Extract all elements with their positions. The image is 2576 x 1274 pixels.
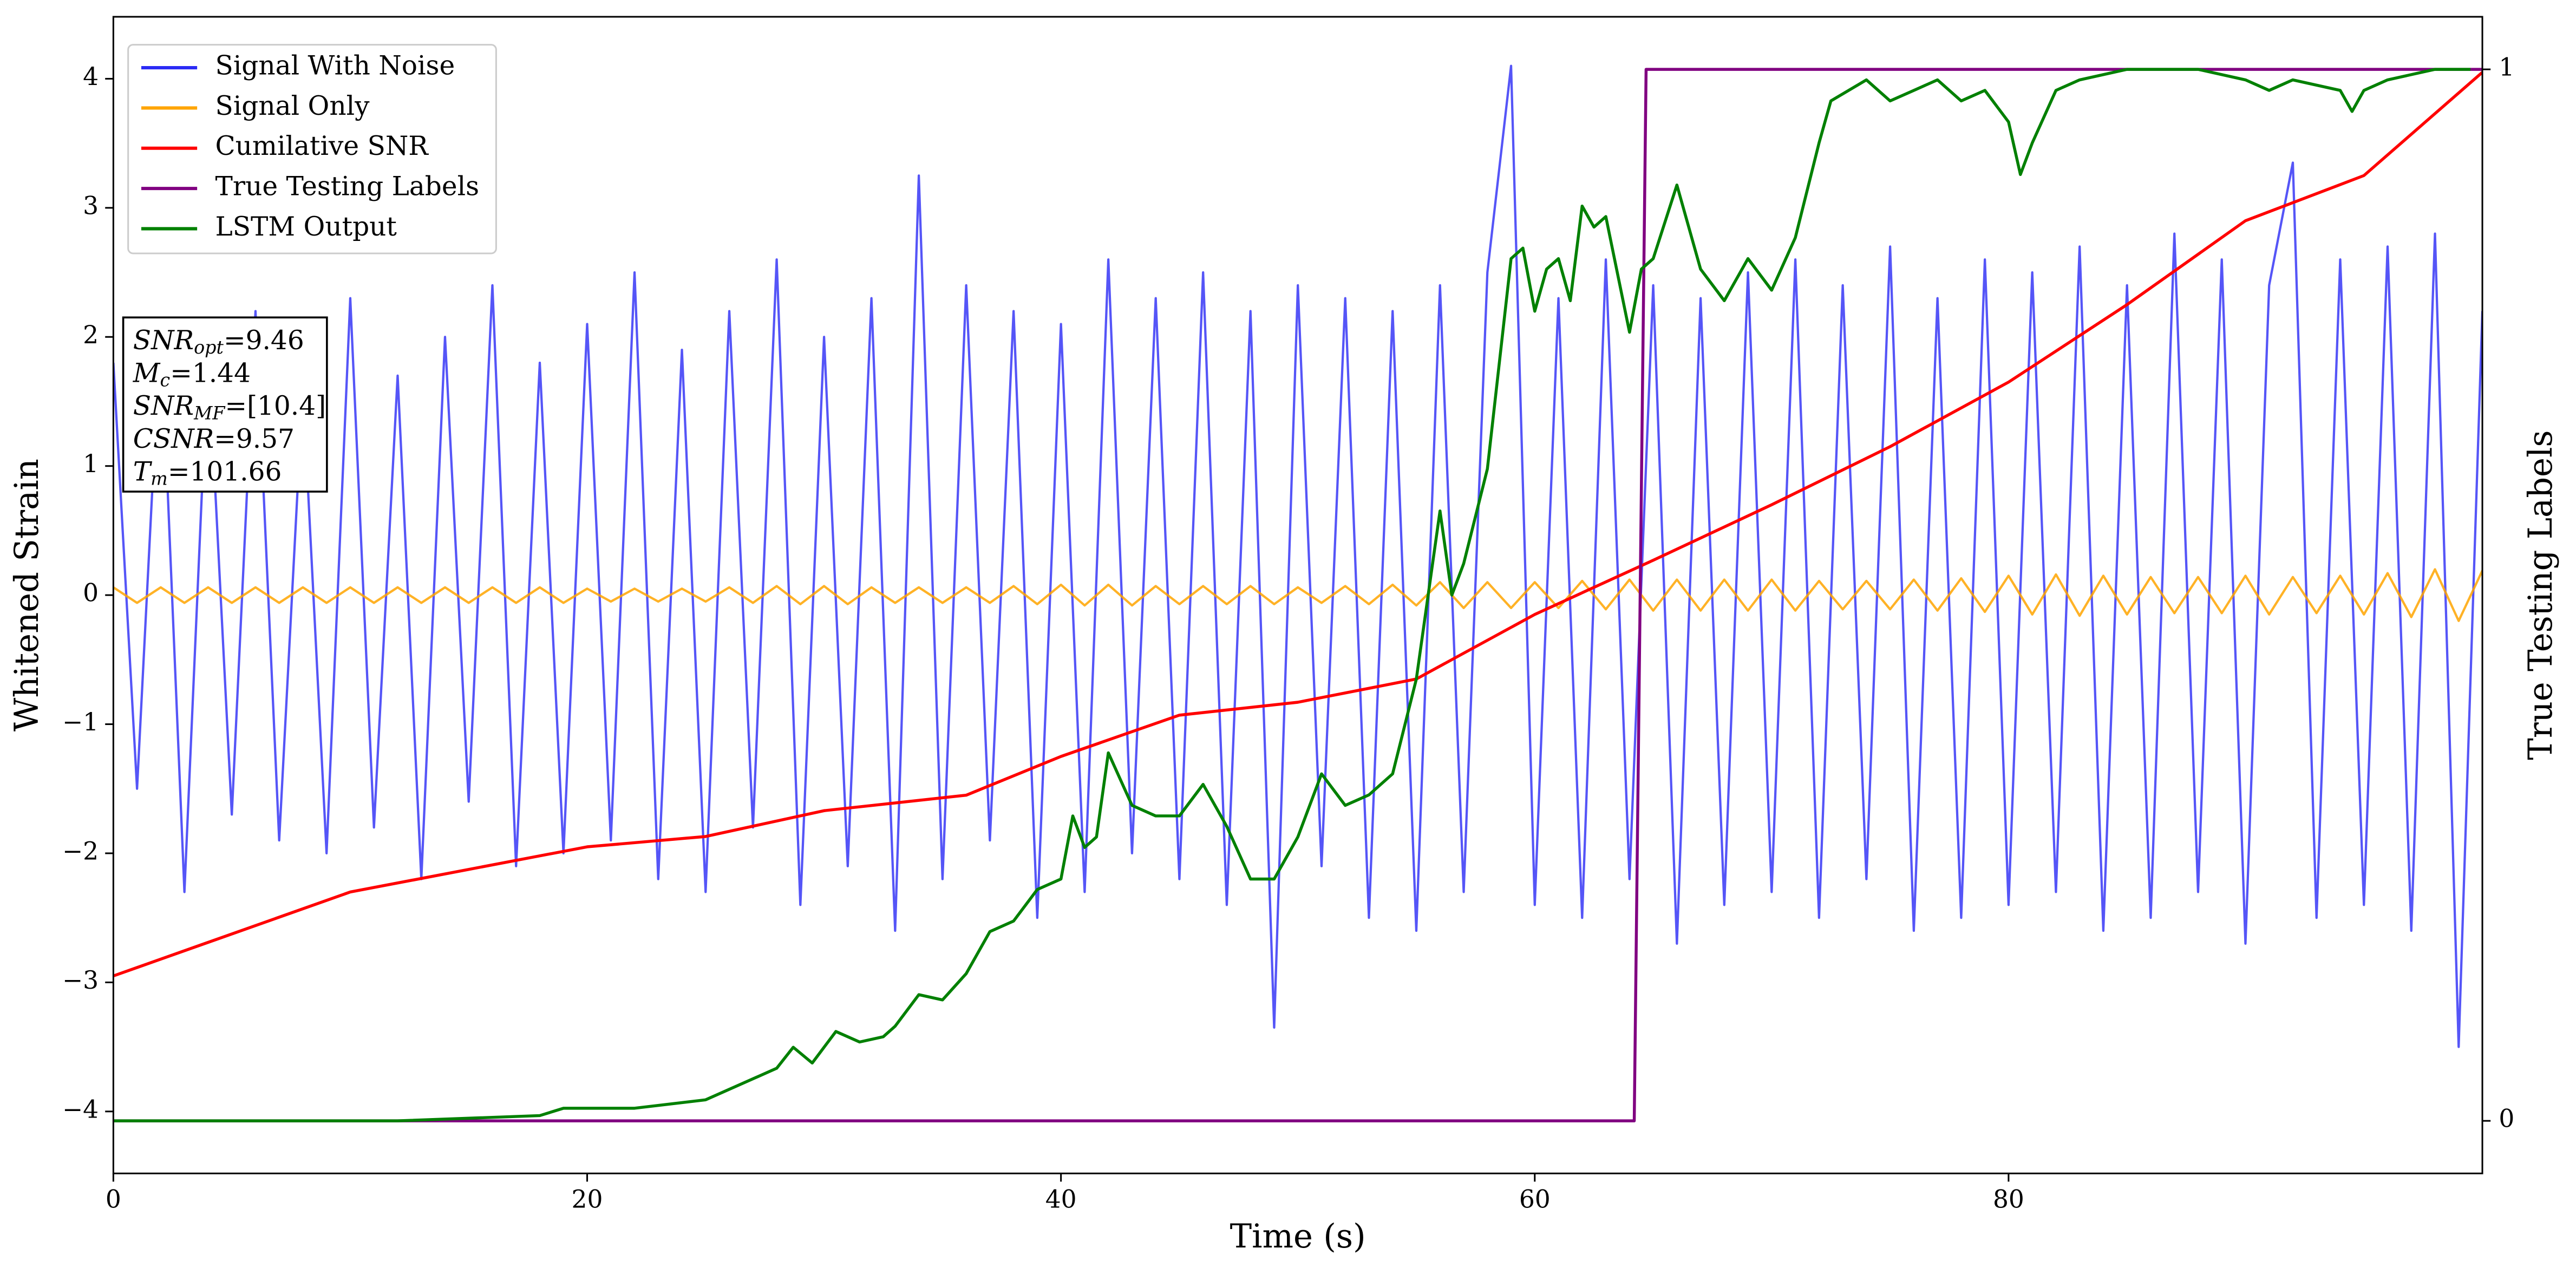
annotation-part: M	[133, 358, 161, 388]
y-tick-label: −3	[62, 966, 99, 995]
x-axis-label: Time (s)	[1230, 1218, 1366, 1256]
annotation: SNRopt=9.46Mc=1.44SNRMF=[10.4]CSNR=9.57T…	[122, 316, 328, 493]
annotation-line: SNRopt=9.46	[133, 325, 304, 358]
annotation-part: T	[133, 456, 153, 487]
series-line	[113, 64, 2483, 1048]
legend-label: True Testing Labels	[215, 172, 480, 202]
y-tick-label: 1	[83, 449, 99, 478]
x-tick-label: 80	[1993, 1185, 2024, 1213]
legend-label: LSTM Output	[215, 212, 397, 242]
series-line	[113, 68, 2471, 1122]
annotation-line: CSNR=9.57	[133, 423, 295, 454]
y-tick-label: 3	[83, 191, 99, 220]
x-tick-label: 20	[572, 1185, 603, 1213]
annotation-part: =1.44	[170, 358, 251, 388]
y-tick-label: 0	[83, 579, 99, 607]
y-tick-label: −2	[62, 837, 99, 865]
annotation-part: =[10.4]	[225, 391, 326, 421]
series-line	[113, 568, 2483, 622]
x-tick-label: 60	[1519, 1185, 1551, 1213]
y-axis-label: Whitened Strain	[8, 459, 46, 731]
y2-tick-label: 0	[2499, 1105, 2514, 1133]
x-tick-label: 0	[106, 1185, 121, 1213]
legend: Signal With Noise Signal Only Cumilative S…	[127, 44, 497, 254]
legend-label: Cumilative SNR	[215, 131, 429, 161]
annotation-line: Tm=101.66	[133, 456, 282, 489]
y-tick-label: −1	[62, 708, 99, 736]
y2-axis-label: True Testing Labels	[2522, 430, 2560, 760]
x-tick-label: 40	[1045, 1185, 1077, 1213]
series-line	[113, 68, 2483, 1122]
annotation-line: SNRMF=[10.4]	[133, 391, 326, 424]
y-tick-label: 2	[83, 321, 99, 349]
annotation-part: SNR	[133, 391, 194, 421]
annotation-part: SNR	[133, 325, 194, 355]
y2-tick-label: 1	[2499, 53, 2514, 82]
annotation-part: MF	[193, 402, 226, 423]
legend-box	[127, 44, 497, 254]
annotation-part: c	[160, 370, 171, 391]
annotation-part: =101.66	[168, 456, 282, 487]
annotation-part: =9.57	[214, 423, 295, 454]
legend-label: Signal Only	[215, 91, 370, 121]
annotation-part: CSNR	[133, 423, 214, 454]
annotation-box	[122, 316, 328, 493]
annotation-part: =9.46	[224, 325, 304, 355]
y-tick-label: −4	[62, 1095, 99, 1123]
annotation-part: m	[151, 468, 168, 489]
y-tick-label: 4	[83, 62, 99, 91]
annotation-part: opt	[194, 337, 224, 358]
annotation-line: Mc=1.44	[133, 358, 251, 391]
legend-label: Signal With Noise	[215, 51, 455, 81]
